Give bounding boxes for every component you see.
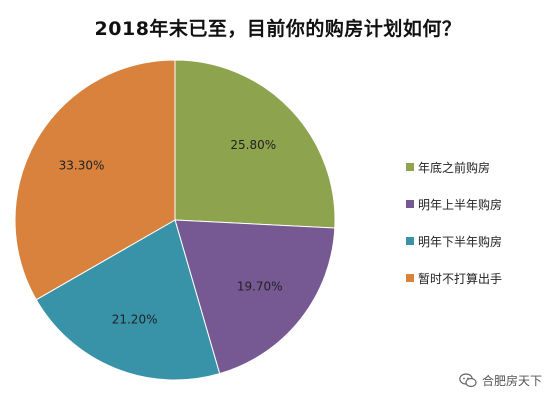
- legend-item: 明年下半年购房: [406, 234, 546, 249]
- legend-label: 明年下半年购房: [418, 234, 503, 249]
- slice-label: 19.70%: [237, 279, 283, 293]
- slice-label: 21.20%: [112, 313, 158, 327]
- legend-label: 年底之前购房: [418, 160, 491, 175]
- legend-label: 暂时不打算出手: [418, 271, 503, 286]
- legend-swatch: [406, 237, 414, 245]
- legend-label: 明年上半年购房: [418, 197, 503, 212]
- pie-slice: [14, 59, 176, 301]
- chart-title: 2018年末已至，目前你的购房计划如何？: [94, 18, 462, 40]
- legend-swatch: [406, 163, 414, 171]
- slice-label: 33.30%: [59, 158, 105, 172]
- chart-legend: 年底之前购房 明年上半年购房 明年下半年购房 暂时不打算出手: [406, 160, 546, 308]
- legend-item: 明年上半年购房: [406, 197, 546, 212]
- watermark-text: 合肥房天下: [481, 374, 542, 388]
- legend-swatch: [406, 200, 414, 208]
- legend-item: 暂时不打算出手: [406, 271, 546, 286]
- pie-slice: [35, 219, 221, 381]
- pie-slice: [174, 59, 336, 229]
- watermark: 合肥房天下: [459, 372, 542, 389]
- legend-swatch: [406, 274, 414, 282]
- slice-label: 25.80%: [230, 138, 276, 152]
- wechat-icon: [459, 373, 477, 388]
- legend-item: 年底之前购房: [406, 160, 546, 175]
- pie-slice: [174, 219, 336, 375]
